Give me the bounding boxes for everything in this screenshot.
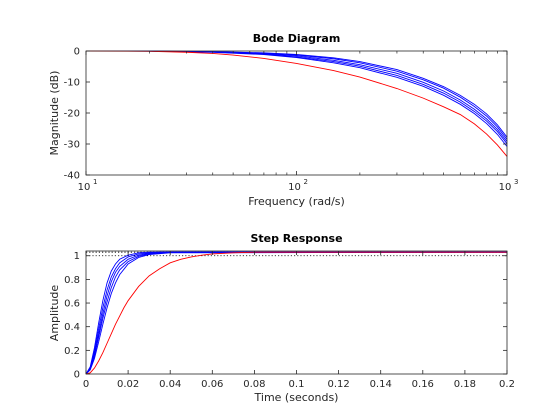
bode-xtick-exponent-0: 1 — [93, 178, 97, 186]
step-xtick-label-9: 0.18 — [454, 379, 476, 390]
step-xtick-label-4: 0.08 — [243, 379, 265, 390]
bode-xlabel: Frequency (rad/s) — [248, 195, 345, 208]
bode-xtick-label-2: 10 — [499, 182, 512, 193]
bode-xtick-exponent-2: 3 — [514, 178, 518, 186]
step-xtick-label-6: 0.12 — [327, 379, 349, 390]
step-series-line-4 — [85, 251, 508, 375]
step-series-line-1 — [85, 251, 507, 375]
bode-ytick-label-4: -40 — [64, 171, 80, 182]
step-ytick-label-1: 0.2 — [64, 346, 80, 357]
step-ytick-label-2: 0.4 — [64, 322, 80, 333]
bode-ytick-label-1: -10 — [64, 78, 80, 89]
step-xtick-label-0: 0 — [83, 379, 89, 390]
bode-series-line-5 — [85, 50, 508, 157]
step-series-line-3 — [85, 251, 508, 375]
step-ytick-label-0: 0 — [74, 370, 80, 381]
step-ytick-label-3: 0.6 — [64, 299, 80, 310]
bode-ylabel: Magnitude (dB) — [48, 71, 61, 156]
step-xtick-label-10: 0.2 — [499, 379, 515, 390]
step-xlabel: Time (seconds) — [254, 391, 339, 404]
step-series-line-5 — [85, 251, 507, 375]
step-series-line-2 — [85, 251, 507, 375]
bode-ytick-label-0: 0 — [74, 47, 80, 58]
step-axes: 0 0.2 0.4 0.6 0.8 1 0 0.02 0.04 0.06 0.08 0.1 0.12 0.… — [48, 232, 515, 404]
step-plot-area — [86, 251, 507, 374]
step-xtick-label-1: 0.02 — [117, 379, 139, 390]
bode-title: Bode Diagram — [253, 32, 341, 45]
bode-xtick-exponent-1: 2 — [304, 178, 308, 186]
step-xtick-label-8: 0.16 — [412, 379, 434, 390]
step-ylabel: Amplitude — [48, 285, 61, 342]
bode-ytick-label-2: -20 — [64, 109, 80, 120]
bode-xtick-label-0: 10 — [78, 182, 91, 193]
bode-ytick-label-3: -30 — [64, 140, 80, 151]
step-xtick-label-2: 0.04 — [159, 379, 181, 390]
bode-xtick-label-1: 10 — [288, 182, 301, 193]
step-series-line-0 — [85, 251, 507, 375]
bode-plot-area — [86, 51, 507, 175]
step-title: Step Response — [250, 232, 342, 245]
bode-series-group — [85, 50, 508, 157]
step-xtick-label-5: 0.1 — [289, 379, 305, 390]
step-ytick-label-4: 0.8 — [64, 275, 80, 286]
bode-series-line-4 — [85, 50, 508, 147]
step-ytick-label-5: 1 — [74, 251, 80, 262]
step-xtick-label-7: 0.14 — [370, 379, 392, 390]
step-ticks: 0 0.2 0.4 0.6 0.8 1 0 0.02 0.04 0.06 0.08 0.1 0.12 0.… — [64, 251, 515, 390]
step-series-group — [85, 251, 508, 375]
step-xtick-label-3: 0.06 — [201, 379, 223, 390]
